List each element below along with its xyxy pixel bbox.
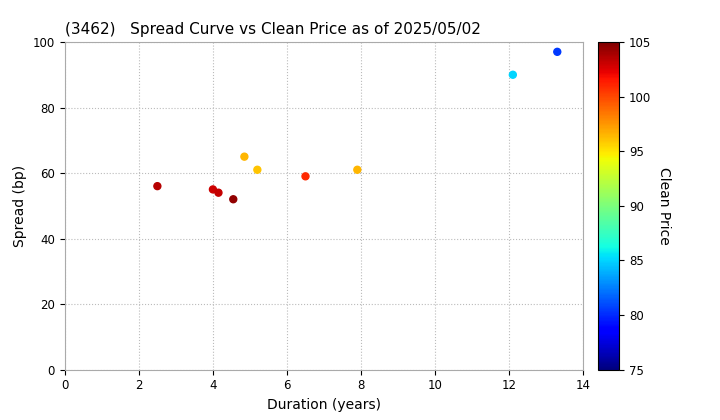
Point: [552, 48, 563, 55]
Text: (3462)   Spread Curve vs Clean Price as of 2025/05/02: (3462) Spread Curve vs Clean Price as of…: [65, 22, 481, 37]
Point: [212, 189, 224, 196]
Point: [207, 186, 219, 193]
Point: [251, 166, 263, 173]
Y-axis label: Spread (bp): Spread (bp): [13, 165, 27, 247]
Point: [238, 153, 250, 160]
Point: [228, 196, 239, 202]
Point: [152, 183, 163, 189]
Point: [507, 71, 518, 78]
Point: [351, 166, 363, 173]
X-axis label: Duration (years): Duration (years): [267, 398, 381, 412]
Point: [300, 173, 311, 180]
Y-axis label: Clean Price: Clean Price: [657, 167, 670, 245]
